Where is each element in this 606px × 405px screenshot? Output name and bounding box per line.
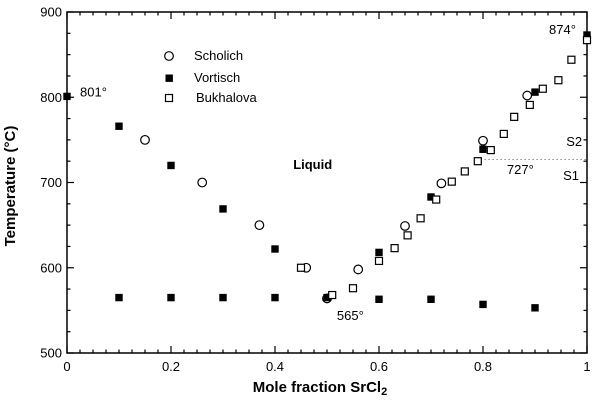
data-point-bukhalova <box>538 84 547 93</box>
data-point-vortisch <box>115 122 123 130</box>
data-point-bukhalova <box>390 244 399 253</box>
label-801: 801° <box>80 84 107 99</box>
plot-area: 0 0.2 0.4 0.6 0.8 1 500 600 700 800 900 801° 874° 565… <box>40 5 592 374</box>
data-point-bukhalova <box>348 284 358 293</box>
label-565: 565° <box>337 308 364 323</box>
x-tick-label: 0 <box>63 359 70 374</box>
data-point-vortisch <box>479 300 487 309</box>
legend-label-scholich: Scholich <box>194 48 243 63</box>
x-tick-label: 0.6 <box>370 359 388 374</box>
data-point-bukhalova <box>510 112 519 121</box>
data-point-scholich <box>254 220 265 231</box>
data-point-bukhalova <box>554 76 563 85</box>
y-tick-label: 900 <box>40 5 62 20</box>
label-727: 727° <box>507 162 534 177</box>
data-point-scholich <box>197 177 208 188</box>
data-point-bukhalova <box>374 256 384 266</box>
data-point-bukhalova <box>460 167 469 176</box>
data-point-vortisch <box>583 31 591 39</box>
data-point-bukhalova <box>432 195 441 204</box>
data-point-vortisch <box>115 293 123 302</box>
legend-marker-scholich-circle-icon <box>164 51 174 61</box>
data-point-scholich <box>140 134 150 145</box>
y-tick-label: 500 <box>40 346 62 361</box>
data-point-bukhalova <box>499 129 508 139</box>
data-point-vortisch <box>427 295 435 303</box>
data-point-vortisch <box>375 248 383 257</box>
x-axis-title: Mole fraction SrCl2 <box>253 379 387 398</box>
legend-label-vortisch: Vortisch <box>194 70 240 85</box>
label-s2: S2 <box>566 134 582 149</box>
data-point-bukhalova <box>296 263 306 272</box>
x-tick-label: 0.2 <box>162 359 180 374</box>
data-point-vortisch <box>271 293 279 302</box>
data-point-bukhalova <box>447 177 456 186</box>
x-axis-title-subscript: 2 <box>381 386 387 398</box>
data-point-vortisch <box>375 295 383 303</box>
legend-label-bukhalova: Bukhalova <box>196 90 257 105</box>
data-point-scholich <box>353 264 364 275</box>
data-point-bukhalova <box>486 146 495 155</box>
legend: Scholich Vortisch Bukhalova <box>164 48 257 105</box>
data-point-vortisch <box>531 304 539 312</box>
data-point-vortisch <box>271 245 279 253</box>
label-liquid: Liquid <box>293 157 332 172</box>
data-point-bukhalova <box>567 55 576 64</box>
data-point-vortisch <box>323 293 331 302</box>
y-tick-label: 600 <box>40 260 62 275</box>
y-axis-title: Temperature (°C) <box>2 126 19 247</box>
data-point-bukhalova <box>582 36 592 45</box>
data-point-bukhalova <box>525 100 534 110</box>
x-tick-label: 0.8 <box>474 359 492 374</box>
x-tick-label: 1 <box>583 359 590 374</box>
data-point-vortisch <box>167 161 175 170</box>
data-point-vortisch <box>531 88 539 96</box>
data-point-bukhalova <box>473 157 482 166</box>
data-point-scholich <box>522 90 533 101</box>
label-874: 874° <box>549 22 576 37</box>
y-tick-label: 700 <box>40 175 62 190</box>
data-point-vortisch <box>219 293 227 302</box>
data-point-scholich <box>478 135 488 146</box>
label-s1: S1 <box>563 168 579 183</box>
data-point-vortisch <box>63 92 71 101</box>
data-point-vortisch <box>479 145 487 153</box>
legend-marker-bukhalova-open-square-icon <box>164 93 174 103</box>
legend-marker-vortisch-filled-square-icon <box>165 74 173 82</box>
data-point-bukhalova <box>328 290 337 300</box>
data-point-vortisch <box>427 193 435 201</box>
data-point-scholich <box>436 178 447 189</box>
y-tick-label: 800 <box>40 90 62 105</box>
x-tick-label: 0.4 <box>266 359 284 374</box>
data-point-scholich <box>400 221 410 231</box>
data-point-bukhalova <box>416 214 425 223</box>
data-point-bukhalova <box>403 231 412 240</box>
data-point-vortisch <box>219 205 227 213</box>
data-point-vortisch <box>167 293 175 302</box>
